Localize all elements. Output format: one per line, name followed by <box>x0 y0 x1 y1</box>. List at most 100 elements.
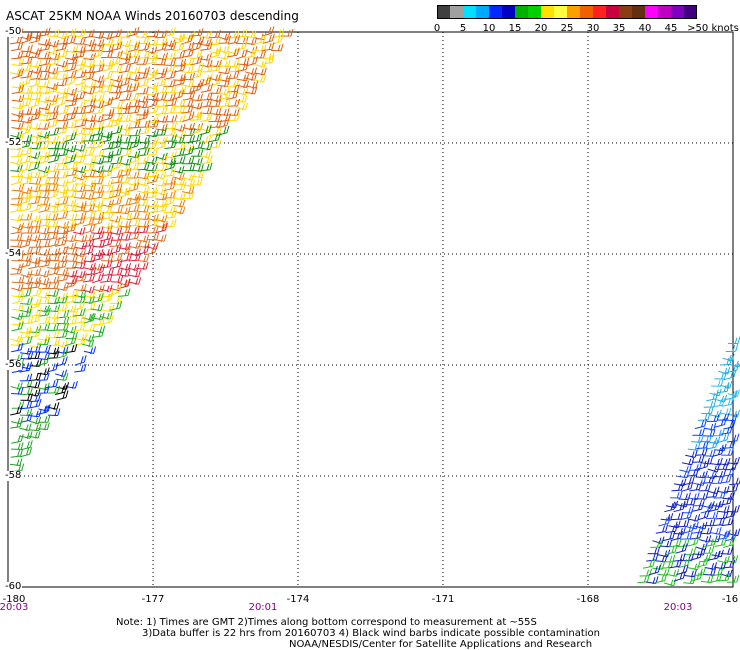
wind-barb <box>90 132 104 142</box>
wind-barb <box>47 141 61 150</box>
wind-barb <box>647 546 661 555</box>
wind-barb <box>717 366 731 375</box>
wind-barb <box>109 29 122 39</box>
colorbar-segment <box>658 5 671 19</box>
wind-barb <box>181 34 194 45</box>
latitude-label: -50 <box>4 26 23 37</box>
wind-barb <box>271 34 284 45</box>
wind-barb <box>28 328 42 339</box>
wind-barb <box>136 110 149 121</box>
wind-barb <box>28 393 41 403</box>
wind-barb <box>27 351 41 360</box>
wind-barb <box>217 52 230 60</box>
colorbar-segment <box>489 5 502 19</box>
wind-barb <box>38 202 51 213</box>
colorbar-frame <box>437 5 697 19</box>
colorbar-segment <box>671 5 684 19</box>
wind-barb <box>64 35 77 46</box>
wind-barb <box>218 32 231 41</box>
wind-barb <box>20 346 33 355</box>
wind-barb <box>720 547 734 555</box>
wind-barb <box>702 518 716 527</box>
wind-barb <box>682 475 695 486</box>
wind-barb <box>46 275 60 284</box>
wind-barb <box>47 330 60 339</box>
wind-barb <box>235 49 248 60</box>
wind-barb <box>73 300 86 311</box>
wind-barb <box>200 64 214 73</box>
wind-barb <box>209 62 222 72</box>
wind-barb <box>712 517 726 526</box>
wind-barb <box>725 344 739 352</box>
wind-barb <box>37 38 51 47</box>
wind-barb <box>64 278 77 289</box>
wind-barb <box>74 112 87 121</box>
wind-barb <box>163 79 176 88</box>
wind-barb <box>154 139 167 150</box>
wind-barb <box>127 138 140 150</box>
wind-barb <box>648 564 661 576</box>
wind-barb <box>172 199 186 208</box>
wind-barb <box>190 112 203 121</box>
wind-barb <box>244 48 257 59</box>
wind-barb <box>217 108 230 116</box>
wind-barb <box>675 543 688 554</box>
wind-barb <box>163 27 176 37</box>
wind-barb <box>721 397 734 407</box>
colorbar-label: 40 <box>638 23 652 34</box>
wind-barb <box>686 467 699 477</box>
wind-barb <box>100 274 113 283</box>
wind-barb <box>172 42 185 52</box>
wind-barb <box>164 151 177 159</box>
wind-barb <box>664 502 677 513</box>
wind-barb <box>11 386 24 395</box>
wind-barb <box>217 45 230 54</box>
wind-barb <box>91 293 104 303</box>
colorbar-label: >50 knots <box>687 23 739 34</box>
wind-barb <box>29 136 42 145</box>
wind-barb <box>117 278 131 287</box>
wind-barb <box>711 476 724 484</box>
wind-barb <box>699 535 712 543</box>
wind-barb <box>227 47 240 58</box>
wind-barb <box>172 147 186 158</box>
wind-barb <box>64 120 77 129</box>
wind-barb <box>27 98 41 108</box>
wind-barb <box>655 524 669 534</box>
wind-barb <box>155 203 168 213</box>
wind-barb <box>118 128 131 137</box>
wind-barb <box>236 57 250 66</box>
wind-barb <box>691 502 705 512</box>
wind-barb <box>20 55 33 65</box>
colorbar-segment <box>502 5 515 19</box>
wind-barb <box>128 128 142 137</box>
wind-barb <box>727 336 740 345</box>
wind-barb <box>101 304 115 313</box>
wind-barb <box>65 160 79 171</box>
wind-barb <box>136 198 149 207</box>
wind-barb <box>45 118 59 129</box>
wind-barb <box>704 537 717 547</box>
wind-barb <box>20 335 33 346</box>
colorbar-label: 45 <box>664 23 678 34</box>
wind-barb <box>209 76 222 86</box>
wind-barb <box>27 160 41 172</box>
wind-barb <box>253 34 267 45</box>
wind-barb <box>109 196 123 205</box>
wind-barb <box>127 55 140 65</box>
wind-barb <box>182 163 196 172</box>
wind-barb <box>154 187 167 196</box>
wind-barb <box>110 252 123 263</box>
wind-barb <box>190 177 203 186</box>
wind-barb <box>146 119 160 128</box>
wind-barb <box>28 380 41 389</box>
wind-barb <box>218 98 231 108</box>
wind-barb <box>190 149 204 157</box>
wind-barb <box>136 234 150 243</box>
wind-barb <box>64 87 78 96</box>
colorbar-label: 15 <box>508 23 522 34</box>
wind-barb <box>271 43 284 52</box>
wind-barb <box>227 84 240 93</box>
latitude-label: -52 <box>4 137 23 148</box>
colorbar-segment <box>606 5 619 19</box>
